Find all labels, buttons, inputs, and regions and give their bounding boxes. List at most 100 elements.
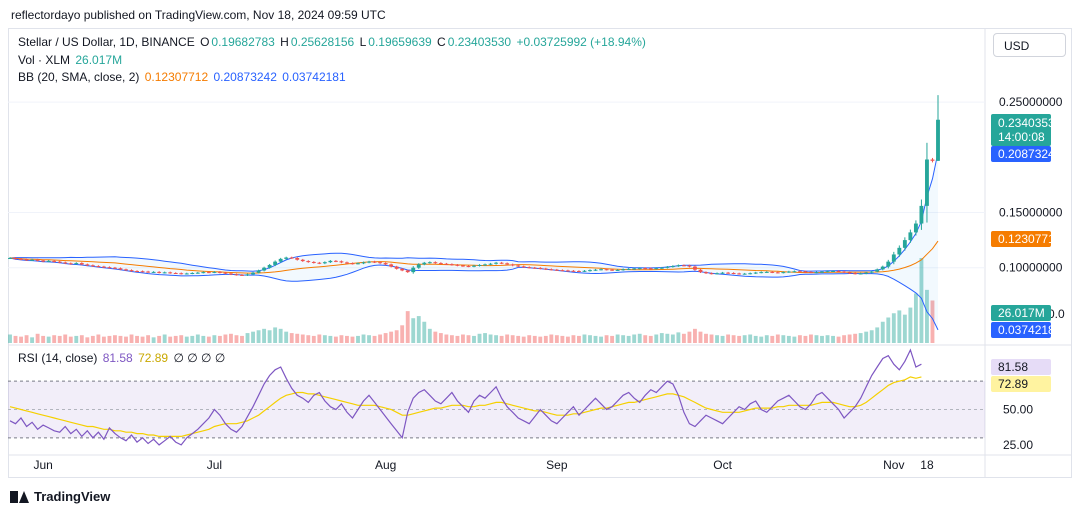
candle-body: [267, 264, 272, 268]
candle-body: [494, 262, 499, 264]
tradingview-logo-icon: [10, 490, 30, 503]
candle-body: [913, 223, 918, 233]
volume-bar: [206, 336, 211, 343]
candle-body: [737, 273, 742, 275]
candle-body: [814, 272, 819, 274]
candle-body: [57, 261, 62, 263]
volume-bar: [875, 327, 880, 343]
candle-body: [217, 271, 222, 273]
bb-basis-price-label-bg: [991, 231, 1051, 247]
candle-body: [30, 259, 35, 261]
volume-bar: [328, 335, 333, 343]
legend-vol-label: Vol · XLM: [18, 53, 71, 67]
candle-body: [427, 262, 432, 264]
volume-bar: [157, 335, 162, 343]
volume-bar: [632, 334, 637, 343]
volume-bar: [886, 317, 891, 343]
volume-bar: [516, 335, 521, 343]
volume-bar: [842, 335, 847, 343]
volume-bar: [582, 334, 587, 343]
candle-body: [405, 270, 410, 273]
candle-body: [400, 268, 405, 271]
volume-bar: [273, 327, 278, 343]
volume-bar: [168, 336, 173, 343]
volume-bar: [438, 333, 443, 343]
candle-body: [113, 267, 117, 269]
candle-body: [825, 271, 830, 273]
legend-symbol: Stellar / US Dollar, 1D, BINANCE: [18, 35, 195, 49]
volume-bar: [814, 335, 819, 343]
legend-high: 0.25628156: [290, 35, 355, 49]
volume-bar: [339, 335, 344, 343]
candle-body: [875, 269, 880, 272]
volume-bar: [19, 336, 23, 343]
bb-lower-line: [9, 257, 939, 331]
volume-bar: [803, 335, 808, 343]
volume-bar: [560, 335, 565, 343]
candle-body: [554, 269, 559, 271]
volume-bar: [704, 333, 708, 343]
volume-bar: [897, 310, 902, 343]
legend-change: +0.03725992 (+18.94%): [516, 35, 646, 49]
candle-body: [687, 265, 692, 267]
volume-bar: [869, 330, 874, 343]
volume-bar: [648, 335, 653, 343]
candle-body: [842, 271, 847, 273]
volume-bar: [853, 333, 858, 343]
candle-body: [477, 264, 482, 266]
candle-body: [803, 271, 808, 273]
candle-body: [8, 257, 12, 259]
currency-button[interactable]: USD: [993, 33, 1066, 57]
volume-bar: [57, 335, 62, 343]
volume-bar: [267, 330, 272, 343]
volume-bar: [52, 335, 57, 343]
volume-bar: [748, 334, 753, 343]
volume-bar: [24, 335, 29, 343]
candle-body: [438, 263, 443, 265]
candle-body: [201, 272, 206, 274]
time-tick-label: Aug: [375, 458, 396, 472]
candle-body: [720, 272, 725, 274]
candle-body: [41, 260, 46, 262]
candle-body: [908, 232, 913, 241]
candle-body: [195, 272, 200, 274]
tradingview-brand[interactable]: TradingView: [10, 489, 110, 504]
candle-body: [610, 269, 615, 271]
candle-body: [797, 271, 802, 273]
candle-body: [831, 271, 835, 273]
legend-close: 0.23403530: [447, 35, 512, 49]
volume-bar: [433, 331, 438, 343]
volume-bar: [720, 335, 725, 343]
candle-body: [858, 273, 863, 275]
candle-body: [930, 159, 935, 161]
volume-bar: [731, 335, 736, 343]
volume-bar: [770, 335, 775, 343]
volume-bar: [698, 331, 703, 343]
candle-body: [135, 271, 139, 273]
candle-body: [63, 262, 68, 264]
candle-body: [461, 265, 465, 267]
candle-body: [726, 272, 731, 274]
volume-bar: [737, 335, 742, 343]
candle-body: [240, 274, 244, 276]
candle-body: [455, 264, 460, 266]
candle-body: [372, 261, 377, 263]
volume-bar: [295, 333, 300, 343]
candle-body: [753, 272, 758, 274]
volume-bar: [422, 321, 427, 343]
candle-body: [715, 273, 719, 275]
volume-bar: [543, 335, 548, 343]
countdown-label: 14:00:08: [998, 130, 1045, 144]
volume-bar: [333, 336, 338, 343]
candle-body: [742, 273, 747, 275]
candle-body: [902, 240, 907, 248]
candle-body: [378, 262, 383, 264]
volume-bar: [383, 333, 388, 343]
candle-body: [151, 271, 156, 273]
candle-body: [681, 265, 686, 267]
volume-bar: [124, 336, 128, 343]
volume-bar: [229, 333, 233, 343]
volume-bar: [549, 334, 554, 343]
rsi-ma-line: [9, 376, 922, 437]
